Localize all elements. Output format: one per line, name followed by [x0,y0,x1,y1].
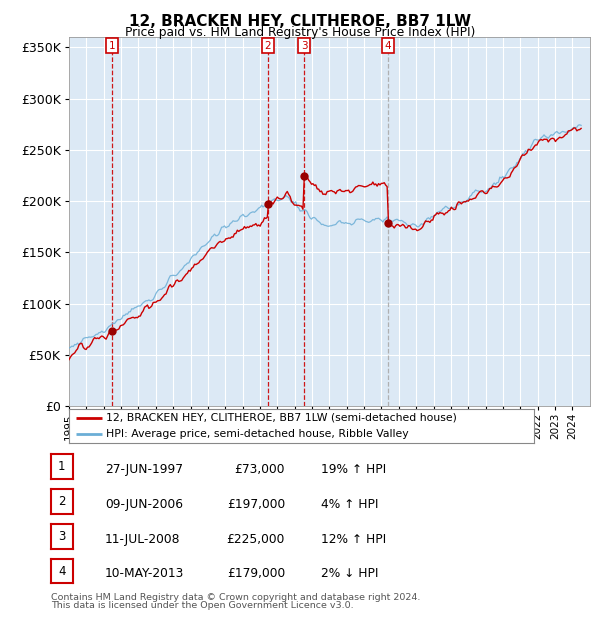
Text: Contains HM Land Registry data © Crown copyright and database right 2024.: Contains HM Land Registry data © Crown c… [51,593,421,603]
Text: 12, BRACKEN HEY, CLITHEROE, BB7 1LW (semi-detached house): 12, BRACKEN HEY, CLITHEROE, BB7 1LW (sem… [106,413,457,423]
Text: 12, BRACKEN HEY, CLITHEROE, BB7 1LW: 12, BRACKEN HEY, CLITHEROE, BB7 1LW [129,14,471,29]
Text: HPI: Average price, semi-detached house, Ribble Valley: HPI: Average price, semi-detached house,… [106,429,409,439]
Text: 2% ↓ HPI: 2% ↓ HPI [321,567,379,580]
Text: 3: 3 [301,41,307,51]
Text: 2: 2 [264,41,271,51]
Text: 4: 4 [58,565,65,577]
Text: £197,000: £197,000 [227,498,285,511]
Text: 10-MAY-2013: 10-MAY-2013 [105,567,184,580]
Text: 1: 1 [58,461,65,473]
Text: 4% ↑ HPI: 4% ↑ HPI [321,498,379,511]
Text: 09-JUN-2006: 09-JUN-2006 [105,498,183,511]
Text: 11-JUL-2008: 11-JUL-2008 [105,533,181,546]
Text: 19% ↑ HPI: 19% ↑ HPI [321,463,386,476]
Text: 2: 2 [58,495,65,508]
Text: Price paid vs. HM Land Registry's House Price Index (HPI): Price paid vs. HM Land Registry's House … [125,26,475,39]
Text: 1: 1 [109,41,116,51]
Text: 12% ↑ HPI: 12% ↑ HPI [321,533,386,546]
Text: This data is licensed under the Open Government Licence v3.0.: This data is licensed under the Open Gov… [51,601,353,611]
Text: £73,000: £73,000 [235,463,285,476]
Text: 27-JUN-1997: 27-JUN-1997 [105,463,183,476]
Text: £179,000: £179,000 [227,567,285,580]
Text: 4: 4 [385,41,391,51]
Text: £225,000: £225,000 [227,533,285,546]
Text: 3: 3 [58,530,65,542]
